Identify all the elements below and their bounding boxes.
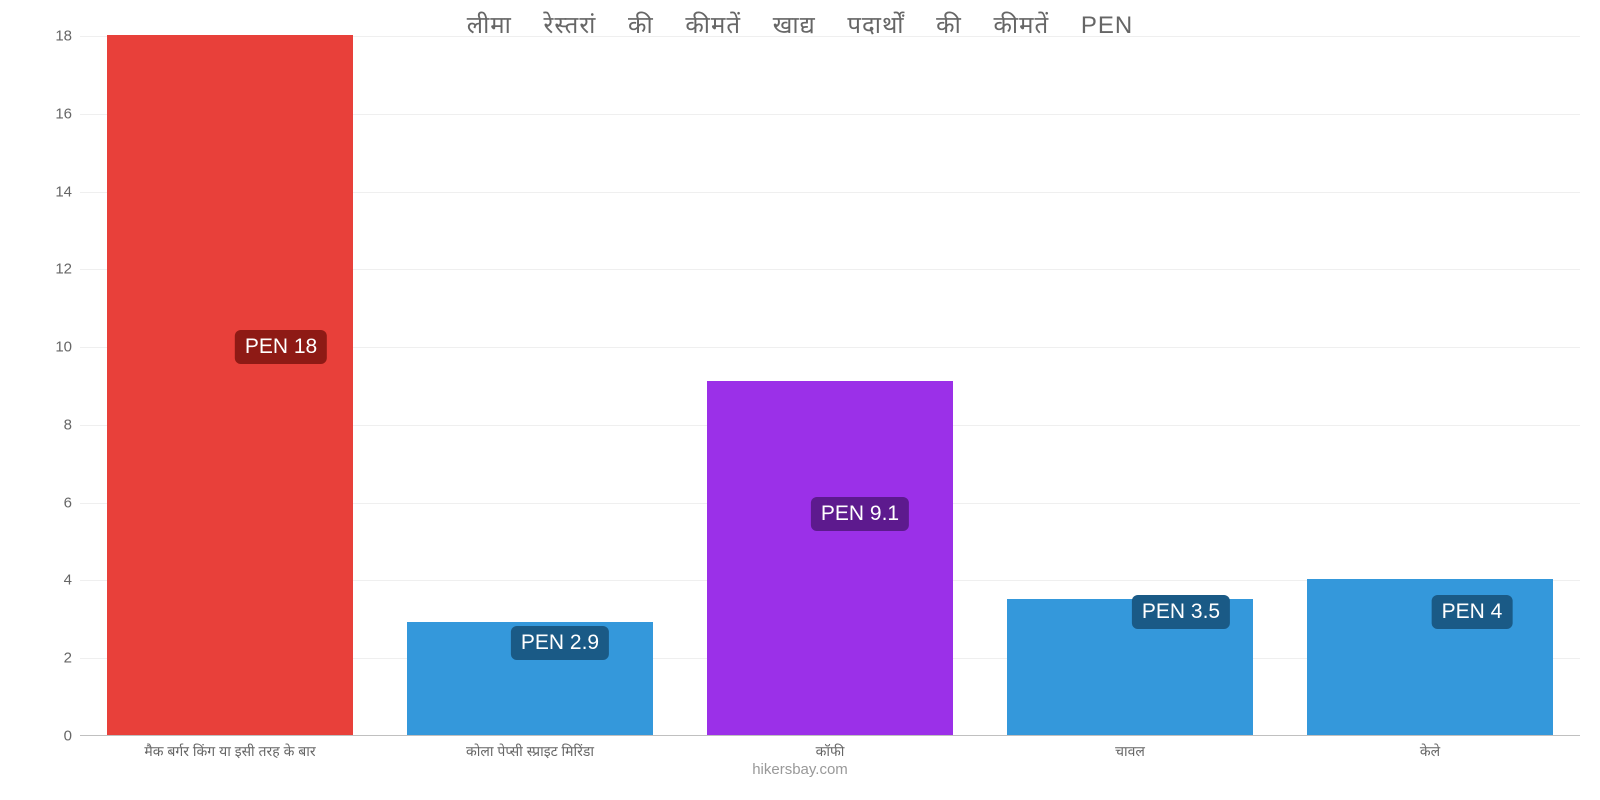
y-tick-label: 18 <box>32 28 72 45</box>
value-label: PEN 9.1 <box>811 497 909 531</box>
y-tick-label: 10 <box>32 339 72 356</box>
value-label: PEN 2.9 <box>511 626 609 660</box>
bar <box>1307 579 1553 735</box>
bar <box>107 35 353 735</box>
x-tick-label: मैक बर्गर किंग या इसी तरह के बार <box>144 742 315 761</box>
value-label: PEN 18 <box>235 330 327 364</box>
y-tick-label: 12 <box>32 261 72 278</box>
y-tick-label: 4 <box>32 572 72 589</box>
x-tick-label: केले <box>1420 742 1440 761</box>
x-tick-label: चावल <box>1115 742 1145 761</box>
y-tick-label: 0 <box>32 728 72 745</box>
x-tick-label: कोला पेप्सी स्प्राइट मिरिंडा <box>466 742 594 761</box>
y-tick-label: 2 <box>32 650 72 667</box>
y-tick-label: 6 <box>32 494 72 511</box>
x-tick-label: कॉफी <box>816 742 845 761</box>
bar <box>707 381 953 735</box>
chart-footer: hikersbay.com <box>0 761 1600 778</box>
y-tick-label: 14 <box>32 183 72 200</box>
value-label: PEN 3.5 <box>1132 595 1230 629</box>
y-tick-label: 16 <box>32 105 72 122</box>
chart-container: 024681012141618मैक बर्गर किंग या इसी तरह… <box>40 36 1580 756</box>
plot-area: 024681012141618मैक बर्गर किंग या इसी तरह… <box>80 36 1580 736</box>
value-label: PEN 4 <box>1432 595 1513 629</box>
y-tick-label: 8 <box>32 416 72 433</box>
